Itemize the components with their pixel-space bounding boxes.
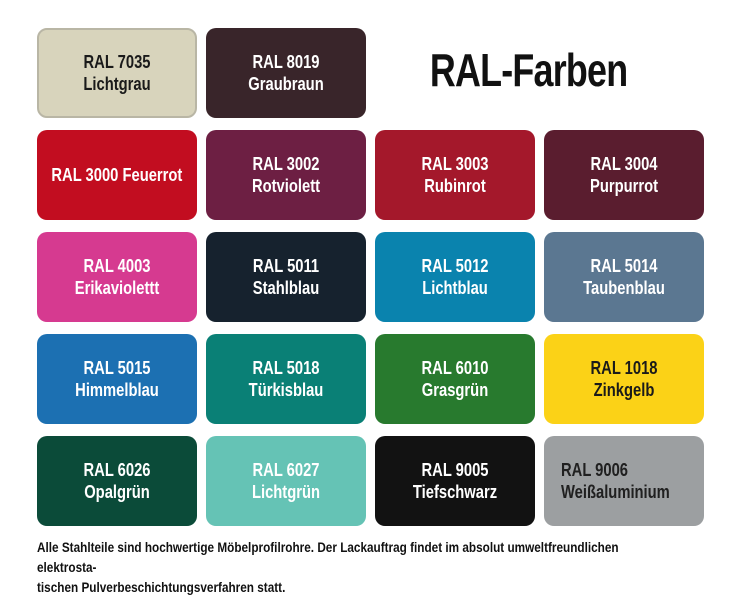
color-swatch-ral-3003: RAL 3003 Rubinrot bbox=[375, 130, 535, 220]
color-swatch-ral-6027: RAL 6027 Lichtgrün bbox=[206, 436, 366, 526]
swatch-label: RAL 6027 Lichtgrün bbox=[251, 459, 321, 503]
swatch-label: RAL 9006 Weißaluminium bbox=[561, 459, 670, 503]
swatch-label: RAL 5012 Lichtblau bbox=[421, 255, 489, 299]
swatch-label: RAL 7035 Lichtgrau bbox=[83, 51, 151, 95]
page-title-text: RAL-Farben bbox=[429, 44, 628, 96]
swatch-label: RAL 3000 Feuerrot bbox=[51, 164, 183, 185]
color-swatch-ral-3002: RAL 3002 Rotviolett bbox=[206, 130, 366, 220]
color-swatch-ral-3004: RAL 3004 Purpurrot bbox=[544, 130, 704, 220]
color-swatch-ral-6010: RAL 6010 Grasgrün bbox=[375, 334, 535, 424]
footer-note: Alle Stahlteile sind hochwertige Möbelpr… bbox=[37, 537, 749, 597]
color-swatch-ral-4003: RAL 4003 Erikaviolettt bbox=[37, 232, 197, 322]
color-swatch-ral-7035: RAL 7035 Lichtgrau bbox=[37, 28, 197, 118]
swatch-label: RAL 5014 Taubenblau bbox=[583, 255, 665, 299]
swatch-label: RAL 9005 Tiefschwarz bbox=[412, 459, 498, 503]
swatch-label: RAL 5011 Stahlblau bbox=[252, 255, 320, 299]
swatch-grid: RAL-Farben RAL 7035 Lichtgrau RAL 8019 Gr… bbox=[37, 28, 704, 526]
swatch-label: RAL 6026 Opalgrün bbox=[83, 459, 151, 503]
swatch-label: RAL 6010 Grasgrün bbox=[421, 357, 489, 401]
color-swatch-ral-5015: RAL 5015 Himmelblau bbox=[37, 334, 197, 424]
swatch-label: RAL 1018 Zinkgelb bbox=[590, 357, 658, 401]
color-swatch-ral-9005: RAL 9005 Tiefschwarz bbox=[375, 436, 535, 526]
swatch-label: RAL 3002 Rotviolett bbox=[251, 153, 321, 197]
color-swatch-ral-5012: RAL 5012 Lichtblau bbox=[375, 232, 535, 322]
color-swatch-ral-3000: RAL 3000 Feuerrot bbox=[37, 130, 197, 220]
footer-note-text: Alle Stahlteile sind hochwertige Möbelpr… bbox=[37, 539, 619, 595]
swatch-label: RAL 8019 Graubraun bbox=[248, 51, 324, 95]
color-swatch-ral-5011: RAL 5011 Stahlblau bbox=[206, 232, 366, 322]
swatch-label: RAL 5018 Türkisblau bbox=[248, 357, 324, 401]
color-swatch-ral-5018: RAL 5018 Türkisblau bbox=[206, 334, 366, 424]
color-swatch-ral-1018: RAL 1018 Zinkgelb bbox=[544, 334, 704, 424]
page-title: RAL-Farben bbox=[375, 28, 704, 118]
swatch-label: RAL 3004 Purpurrot bbox=[589, 153, 659, 197]
color-swatch-ral-6026: RAL 6026 Opalgrün bbox=[37, 436, 197, 526]
color-swatch-ral-8019: RAL 8019 Graubraun bbox=[206, 28, 366, 118]
swatch-label: RAL 3003 Rubinrot bbox=[421, 153, 489, 197]
color-swatch-ral-9006: RAL 9006 Weißaluminium bbox=[544, 436, 704, 526]
swatch-label: RAL 5015 Himmelblau bbox=[75, 357, 159, 401]
swatch-label: RAL 4003 Erikaviolettt bbox=[74, 255, 160, 299]
color-swatch-ral-5014: RAL 5014 Taubenblau bbox=[544, 232, 704, 322]
